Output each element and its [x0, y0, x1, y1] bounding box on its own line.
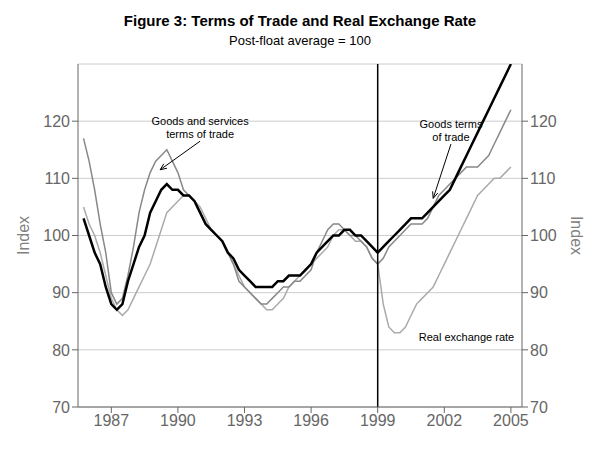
svg-text:Real exchange rate: Real exchange rate: [419, 331, 514, 343]
svg-text:80: 80: [530, 342, 548, 359]
svg-text:90: 90: [530, 284, 548, 301]
svg-text:90: 90: [52, 284, 70, 301]
svg-text:80: 80: [52, 342, 70, 359]
svg-text:120: 120: [43, 113, 70, 130]
svg-text:Goods termsof trade: Goods termsof trade: [419, 118, 482, 143]
svg-text:2002: 2002: [427, 412, 463, 429]
svg-text:100: 100: [530, 227, 557, 244]
svg-text:100: 100: [43, 227, 70, 244]
html-text:Figure 3: Terms of Trade and R: Figure 3: Terms of Trade and Real Exchan…: [123, 12, 477, 29]
svg-text:110: 110: [44, 170, 70, 187]
svg-text:120: 120: [530, 113, 557, 130]
svg-text:70: 70: [52, 399, 70, 416]
svg-text:1999: 1999: [360, 412, 396, 429]
svg-text:1990: 1990: [160, 412, 196, 429]
html-text:Post-float average = 100: Post-float average = 100: [229, 33, 371, 48]
svg-text:1993: 1993: [227, 412, 263, 429]
svg-text:70: 70: [530, 399, 548, 416]
svg-text:2005: 2005: [493, 412, 529, 429]
svg-text:1996: 1996: [293, 412, 329, 429]
svg-text:Index: Index: [568, 216, 585, 255]
svg-text:110: 110: [530, 170, 556, 187]
svg-text:1987: 1987: [94, 412, 130, 429]
svg-text:Index: Index: [15, 216, 32, 255]
svg-text:Goods and servicesterms of tra: Goods and servicesterms of trade: [151, 115, 249, 140]
